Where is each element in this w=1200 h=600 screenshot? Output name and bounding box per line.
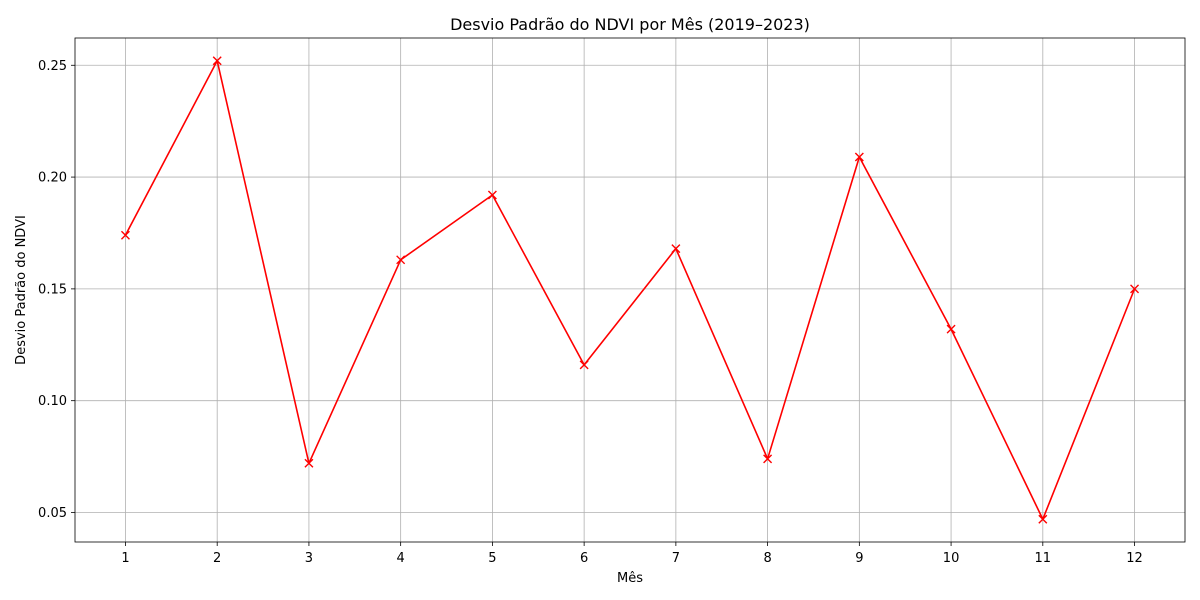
marker-stroke [304,458,314,468]
x-tick-label: 10 [943,551,960,566]
x-tick-label: 2 [213,551,221,566]
data-point-marker [304,458,314,468]
x-tick-label: 6 [580,551,588,566]
series-line [124,60,1136,520]
marker-stroke [212,56,222,66]
data-point-marker [487,190,497,200]
chart-title: Desvio Padrão do NDVI por Mês (2019–2023… [450,15,810,34]
marker-stroke [946,324,956,334]
x-tick-label: 5 [488,551,496,566]
data-point-marker [671,244,681,254]
y-tick-label: 0.25 [38,59,67,74]
x-tick-label: 11 [1035,551,1052,566]
x-tick-label: 8 [763,551,771,566]
marker-stroke [120,230,130,240]
marker-stroke [487,190,497,200]
x-tick-label: 9 [855,551,863,566]
marker-stroke [1038,514,1048,524]
x-tick-label: 12 [1126,551,1143,566]
marker-stroke [854,152,864,162]
data-point-marker [854,152,864,162]
x-tick-label: 4 [397,551,405,566]
x-tick-label: 7 [672,551,680,566]
plot-frame [74,37,1186,543]
marker-stroke [396,255,406,265]
data-point-marker [1130,284,1140,294]
marker-stroke [579,360,589,370]
x-tick-label: 3 [305,551,313,566]
y-tick-label: 0.15 [38,282,67,297]
y-axis-label: Desvio Padrão do NDVI [14,215,29,365]
marker-stroke [671,244,681,254]
data-point-marker [212,56,222,66]
data-point-marker [120,230,130,240]
data-point-marker [946,324,956,334]
y-tick-label: 0.05 [38,506,67,521]
x-tick-label: 1 [121,551,129,566]
grid-lines [75,38,1185,542]
data-point-marker [763,454,773,464]
data-point-marker [579,360,589,370]
marker-stroke [1130,284,1140,294]
data-point-marker [1038,514,1048,524]
y-tick-label: 0.20 [38,171,67,186]
y-tick-label: 0.10 [38,394,67,409]
x-axis-label: Mês [617,571,643,586]
data-series [120,56,1140,524]
data-point-marker [396,255,406,265]
marker-stroke [763,454,773,464]
axis-ticks: 1 2 3 4 5 6 7 8 9 10 11 120.050.100.150.200.25 [38,59,1143,566]
